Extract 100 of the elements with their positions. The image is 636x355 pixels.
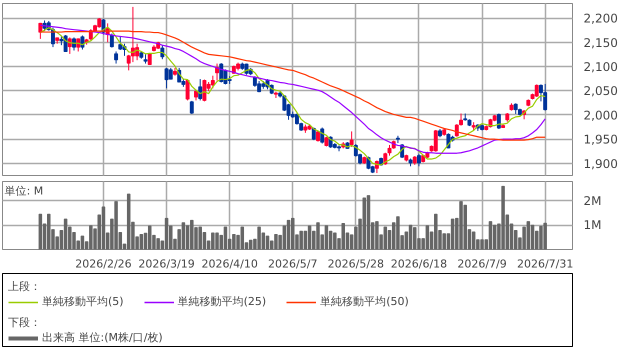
y-tick-label: 1,900 bbox=[584, 156, 618, 171]
y-tick-label: 2,200 bbox=[584, 12, 618, 26]
candlestick bbox=[110, 33, 114, 48]
candlestick bbox=[496, 112, 501, 130]
bar bbox=[80, 236, 84, 250]
x-tick-label: 2026/5/7 bbox=[268, 258, 318, 270]
bar bbox=[333, 232, 337, 250]
x-tick-label: 2026/5/28 bbox=[328, 258, 384, 270]
bar bbox=[316, 222, 320, 250]
bar bbox=[426, 225, 430, 250]
y-tick-label: 1,950 bbox=[584, 132, 618, 147]
candlestick bbox=[210, 75, 215, 89]
bar bbox=[543, 222, 547, 250]
bar bbox=[211, 232, 215, 250]
candlestick bbox=[186, 79, 190, 101]
bar bbox=[240, 226, 244, 250]
candlestick bbox=[114, 50, 118, 64]
candlestick bbox=[202, 79, 206, 102]
bar bbox=[341, 223, 345, 250]
candlestick bbox=[64, 34, 68, 52]
bar bbox=[274, 234, 278, 250]
legend-title: 上段： bbox=[8, 279, 42, 294]
bar bbox=[324, 225, 328, 250]
bar bbox=[480, 239, 484, 250]
y-tick-label: 2,100 bbox=[584, 60, 618, 74]
bar bbox=[299, 230, 303, 250]
legend-label: 単純移動平均(25) bbox=[178, 294, 266, 309]
y-tick-label: 2,000 bbox=[584, 108, 618, 122]
bar bbox=[286, 220, 290, 250]
bar bbox=[102, 206, 106, 250]
bar bbox=[140, 234, 144, 250]
candlestick bbox=[80, 34, 84, 50]
bar bbox=[308, 225, 312, 250]
bar bbox=[215, 232, 219, 250]
legend-title: 下段： bbox=[8, 315, 42, 330]
bar bbox=[366, 195, 370, 250]
bar bbox=[434, 214, 438, 250]
bar bbox=[442, 233, 446, 250]
bar bbox=[408, 224, 412, 250]
bar bbox=[530, 224, 534, 250]
y-tick-label: 2,150 bbox=[584, 36, 618, 50]
bar bbox=[182, 222, 186, 250]
bar bbox=[148, 225, 152, 250]
y-tick-label: 2,050 bbox=[584, 84, 618, 98]
candlestick bbox=[312, 127, 316, 141]
candlestick bbox=[135, 43, 140, 61]
candlestick bbox=[164, 67, 169, 89]
bar bbox=[501, 186, 505, 250]
candlestick bbox=[434, 129, 438, 152]
annotation: 単位: M bbox=[4, 184, 44, 198]
legend-label: 単純移動平均(50) bbox=[320, 294, 409, 309]
bar bbox=[375, 221, 379, 250]
candlestick bbox=[198, 78, 202, 101]
bar bbox=[248, 240, 252, 250]
x-tick-label: 2026/2/26 bbox=[75, 258, 132, 270]
bar bbox=[539, 226, 543, 250]
legend-label: 出来高 単位:(M株/口/枚) bbox=[42, 330, 163, 345]
bar bbox=[266, 236, 270, 250]
bar bbox=[232, 234, 236, 250]
candlestick bbox=[118, 35, 122, 51]
bar bbox=[290, 218, 295, 250]
bar bbox=[362, 198, 366, 250]
bar bbox=[114, 201, 118, 250]
bar bbox=[190, 220, 194, 250]
x-tick-label: 2026/6/18 bbox=[390, 258, 448, 270]
bar bbox=[384, 226, 388, 250]
candlestick bbox=[416, 153, 421, 167]
bar bbox=[224, 226, 228, 250]
bar bbox=[47, 214, 51, 250]
bar bbox=[198, 226, 202, 250]
bar bbox=[450, 218, 454, 250]
candlestick bbox=[324, 136, 328, 147]
bar bbox=[412, 227, 417, 250]
candlestick bbox=[350, 130, 354, 148]
x-tick-label: 2026/4/10 bbox=[201, 258, 258, 270]
candlestick bbox=[514, 102, 518, 114]
x-tick-label: 2026/7/31 bbox=[516, 258, 574, 270]
bar bbox=[488, 221, 492, 250]
bar bbox=[492, 224, 496, 250]
y-tick-label: 1M bbox=[584, 218, 602, 232]
bar bbox=[459, 201, 463, 250]
bar bbox=[164, 218, 168, 250]
bar bbox=[526, 221, 530, 250]
bar bbox=[64, 218, 68, 250]
candlestick bbox=[190, 100, 194, 114]
x-tick-label: 2026/3/19 bbox=[138, 258, 195, 270]
bar bbox=[463, 204, 467, 250]
bar bbox=[257, 226, 261, 250]
x-tick-label: 2026/7/9 bbox=[457, 258, 507, 270]
bar bbox=[156, 238, 160, 250]
bar bbox=[472, 232, 476, 250]
y-tick-label: 2M bbox=[584, 194, 602, 208]
bar bbox=[38, 214, 42, 250]
candlestick bbox=[543, 83, 548, 112]
candlestick bbox=[160, 44, 164, 60]
candlestick bbox=[320, 127, 324, 144]
bar bbox=[396, 216, 400, 250]
candlestick bbox=[144, 54, 148, 64]
legend-label: 単純移動平均(5) bbox=[42, 294, 124, 309]
bar bbox=[89, 225, 93, 250]
